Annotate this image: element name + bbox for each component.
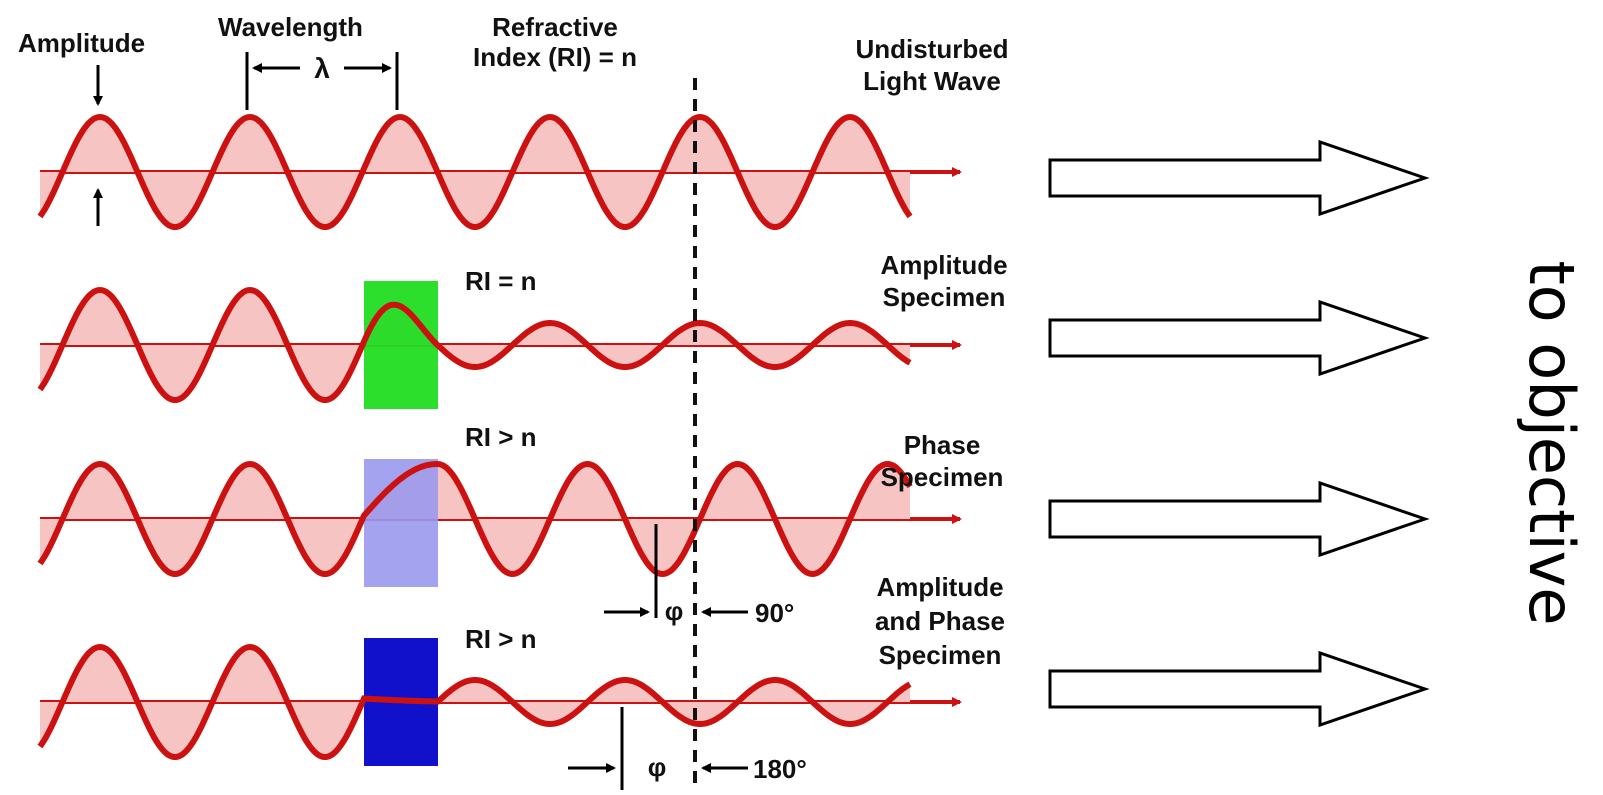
to-objective-label: to objective [1515,260,1588,625]
amp-phase-specimen-label-line2: and Phase [875,606,1005,636]
ri-greater-label-2: RI > n [465,624,537,654]
ninety-degree-label: 90° [755,598,794,628]
wave-curve [37,286,912,403]
undisturbed-label-line1: Undisturbed [855,34,1008,64]
undisturbed-label-line2: Light Wave [863,66,1001,96]
wave-row-phase-specimen [37,459,962,587]
wavelength-label: Wavelength [218,12,363,42]
wave-curve [37,643,912,760]
phase-specimen-label-line2: Specimen [881,462,1004,492]
amplitude-specimen-block [364,281,438,409]
hollow-arrow-1 [1048,139,1430,217]
wave-row-undisturbed [37,113,962,230]
ri-greater-label-1: RI > n [465,422,537,452]
one-eighty-degree-label: 180° [753,754,807,784]
wave-fill [40,290,910,400]
ri-equal-label: RI = n [465,266,537,296]
wave-curve [37,460,913,578]
lambda-symbol: λ [314,53,330,84]
phi-symbol-180: φ [648,752,667,782]
amp-phase-specimen-label-line3: Specimen [879,640,1002,670]
amp-phase-specimen-label-line1: Amplitude [876,572,1003,602]
wave-curve [37,113,913,230]
phase-specimen-label-line1: Phase [904,430,981,460]
amplitude-specimen-label-line2: Specimen [883,282,1006,312]
amplitude-specimen-label-line1: Amplitude [880,250,1007,280]
hollow-arrow-2 [1048,299,1430,377]
refractive-index-label-line2: Index (RI) = n [473,42,637,72]
wave-fill [40,647,910,757]
amplitude-label: Amplitude [18,28,145,58]
wave-fill [40,117,910,227]
hollow-arrow-4 [1048,650,1430,728]
phi-symbol-90: φ [665,596,684,626]
hollow-arrow-3 [1048,480,1430,558]
refractive-index-label-line1: Refractive [492,12,618,42]
wave-row-amplitude-specimen [37,281,962,409]
wave-row-amplitude-phase-specimen [37,638,962,766]
